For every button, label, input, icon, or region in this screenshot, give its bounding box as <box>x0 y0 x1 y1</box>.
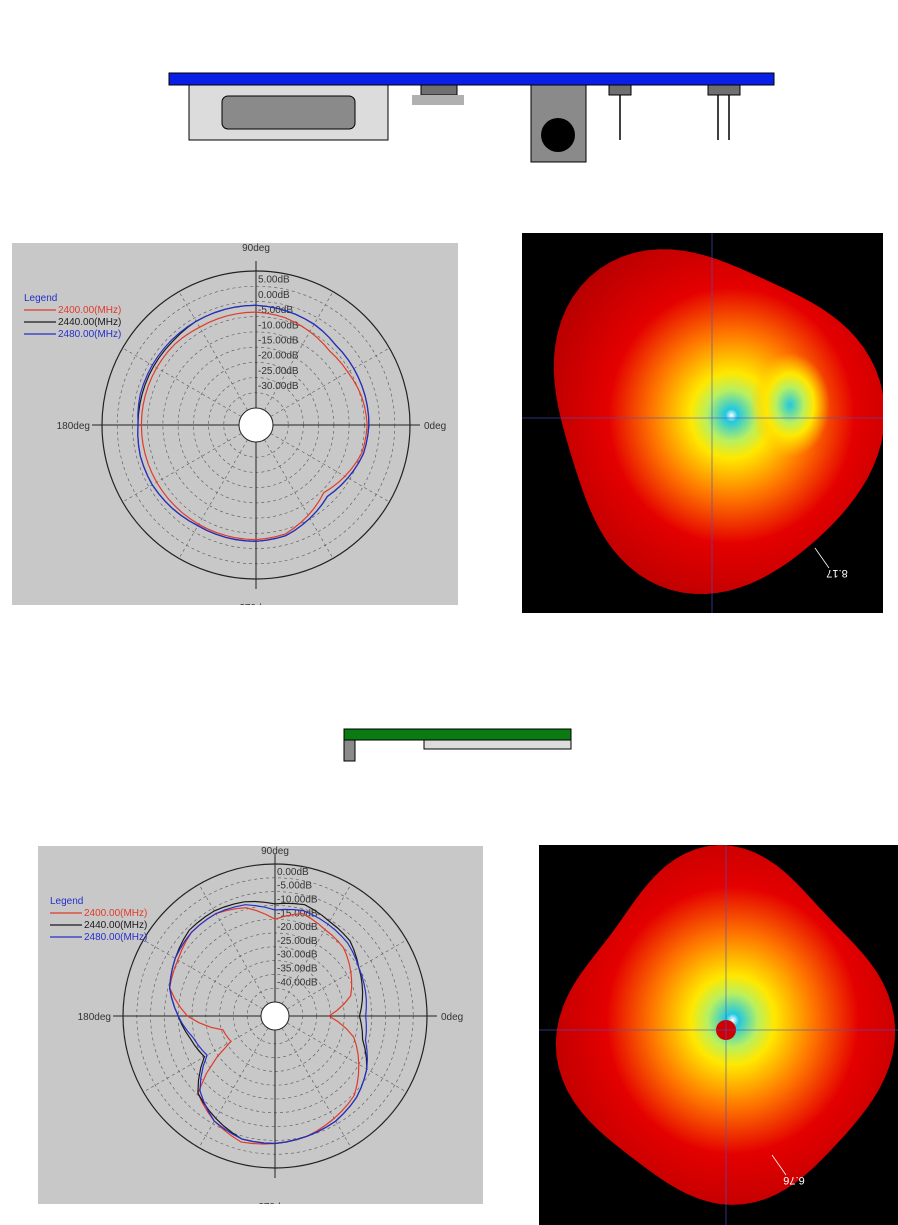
grid-spoke <box>122 433 242 503</box>
angle-label-90: 90deg <box>242 243 270 254</box>
side-stub <box>343 739 356 762</box>
radial-tick-label: -25.00dB <box>258 366 299 377</box>
device-diagram-top <box>168 72 775 163</box>
radial-tick-label: -30.00dB <box>277 950 318 961</box>
polar-chart-2: 0.00dB-5.00dB-10.00dB-15.00dB-20.00dB-25… <box>38 846 483 1204</box>
radial-tick-label: -20.00dB <box>277 922 318 933</box>
legend-entry: 2440.00(MHz) <box>84 920 147 931</box>
angle-label-0: 0deg <box>441 1012 463 1023</box>
null-region <box>750 353 830 457</box>
legend-entry: 2480.00(MHz) <box>58 329 121 340</box>
angle-label-270: 270deg <box>258 1202 291 1204</box>
angle-label-270: 270deg <box>239 603 272 605</box>
value-leader <box>771 1154 787 1176</box>
angle-label-180: 180deg <box>78 1012 111 1023</box>
series-line-3 <box>168 904 369 1145</box>
legend-title: Legend <box>24 293 57 304</box>
value-label: 8.17 <box>826 567 847 579</box>
radial-tick-label: -20.00dB <box>258 351 299 362</box>
display-window <box>221 95 356 130</box>
grid-spoke <box>143 1022 264 1093</box>
grid-spoke <box>264 291 334 411</box>
angle-label-180: 180deg <box>57 421 90 432</box>
enclosure-strip <box>423 739 572 750</box>
value-leader <box>814 547 830 569</box>
button-cap <box>420 84 458 96</box>
grid-spoke <box>178 439 248 559</box>
plot-background <box>38 846 483 1204</box>
radial-tick-label: -5.00dB <box>258 305 293 316</box>
center-hole <box>260 1001 290 1031</box>
angle-label-0: 0deg <box>424 421 446 432</box>
radial-tick-label: -30.00dB <box>258 381 299 392</box>
legend-entry: 2440.00(MHz) <box>58 317 121 328</box>
legend-entry: 2400.00(MHz) <box>84 908 147 919</box>
radial-tick-label: -25.00dB <box>277 936 318 947</box>
polar-chart-1: 5.00dB 0.00dB -5.00dB -10.00dB -15.00dB -20.0… <box>12 243 458 605</box>
radial-tick-label: -35.00dB <box>277 964 318 975</box>
legend-title: Legend <box>50 896 83 907</box>
radial-tick-label: 5.00dB <box>258 275 290 286</box>
radial-tick-label: 0.00dB <box>277 867 309 878</box>
connector-2 <box>707 84 741 96</box>
grid-spoke <box>143 939 264 1010</box>
radial-tick-label: -10.00dB <box>258 320 299 331</box>
radiation-pattern-3d-2: 6.76 <box>539 845 898 1225</box>
pcb-bar <box>343 728 572 741</box>
radial-tick-label: -5.00dB <box>277 881 312 892</box>
radial-tick-label: -15.00dB <box>258 336 299 347</box>
radial-tick-label: -40.00dB <box>277 977 318 988</box>
pattern-surface <box>553 249 883 594</box>
pcb-bar <box>168 72 775 86</box>
grid-spoke <box>270 347 390 417</box>
grid-spoke <box>122 347 242 417</box>
device-diagram-bottom <box>343 728 572 762</box>
grid-spoke <box>178 291 248 411</box>
button-base <box>412 95 464 105</box>
grid-spoke <box>286 1022 407 1093</box>
grid-spoke <box>270 433 390 503</box>
value-label: 6.76 <box>783 1174 804 1186</box>
grid-spoke <box>286 939 407 1010</box>
jack-hole <box>541 118 575 152</box>
radiation-pattern-3d-1: 8.17 <box>522 233 883 613</box>
radial-tick-label: 0.00dB <box>258 290 290 301</box>
legend-entry: 2480.00(MHz) <box>84 932 147 943</box>
series-line-1 <box>140 311 368 541</box>
series-line-3 <box>137 304 370 542</box>
connector-1 <box>608 84 632 96</box>
grid-spoke <box>264 439 334 559</box>
series-line-1 <box>168 907 360 1145</box>
radial-tick-label: -10.00dB <box>277 895 318 906</box>
center-hole <box>238 407 274 443</box>
angle-label-90: 90deg <box>261 846 289 857</box>
legend-entry: 2400.00(MHz) <box>58 305 121 316</box>
